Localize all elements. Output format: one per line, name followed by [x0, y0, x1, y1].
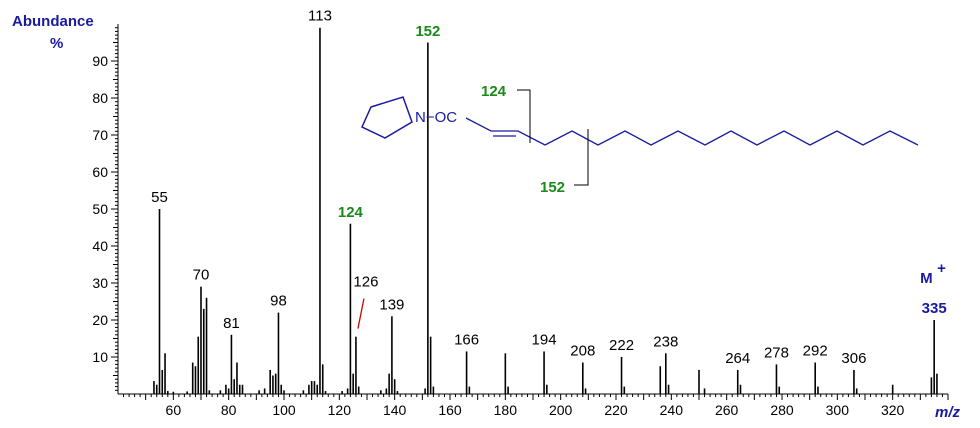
y-tick-label: 70 [92, 127, 108, 143]
amide-group-label: N−OC [415, 109, 457, 126]
y-tick-label: 50 [92, 201, 108, 217]
y-tick-label: 60 [92, 164, 108, 180]
x-axis-title: m/z [935, 404, 961, 421]
peak-label-166: 166 [454, 331, 479, 348]
peak-label-152: 152 [415, 23, 440, 40]
x-tick-label: 300 [826, 402, 850, 418]
x-tick-label: 220 [604, 402, 628, 418]
peak-label-194: 194 [532, 331, 557, 348]
x-tick-label: 260 [715, 402, 739, 418]
peak-label-264: 264 [725, 350, 750, 367]
y-tick-label: 10 [92, 349, 108, 365]
peak-label-222: 222 [609, 337, 634, 354]
y-tick-label: 90 [92, 53, 108, 69]
x-tick-label: 100 [272, 402, 296, 418]
x-tick-label: 120 [328, 402, 352, 418]
y-axis-title-line1: Abundance [12, 13, 94, 30]
cleavage-mark-152 [574, 129, 589, 186]
x-tick-label: 80 [221, 402, 237, 418]
fragment-label-152: 152 [540, 179, 565, 196]
pyrrolidine-ring [361, 96, 413, 139]
peak-label-70: 70 [193, 267, 210, 284]
peak-label-306: 306 [841, 350, 866, 367]
y-tick-label: 80 [92, 90, 108, 106]
x-tick-label: 200 [549, 402, 573, 418]
y-tick-label: 20 [92, 312, 108, 328]
fragment-label-124: 124 [481, 83, 507, 100]
peak-label-126: 126 [353, 274, 378, 291]
peak-label-238: 238 [653, 333, 678, 350]
peak-label-113: 113 [308, 8, 332, 25]
label-leader-126 [357, 298, 365, 329]
axes: 10 20 30 40 50 60 70 80 90 60 80 100 120 140 160 180 200… [92, 24, 949, 418]
peaks [153, 27, 938, 394]
molecular-ion-charge: + [937, 260, 946, 277]
x-tick-label: 180 [494, 402, 518, 418]
molecular-structure: N−OC 124 152 [361, 83, 919, 196]
x-tick-label: 320 [881, 402, 905, 418]
peak-label-278: 278 [764, 344, 789, 361]
x-tick-label: 280 [770, 402, 794, 418]
y-tick-label: 40 [92, 238, 108, 254]
alkyl-chain [465, 117, 919, 146]
peak-label-292: 292 [803, 343, 828, 360]
y-tick-label: 30 [92, 275, 108, 291]
x-tick-label: 60 [166, 402, 182, 418]
cleavage-mark-124 [517, 89, 531, 143]
peak-label-55: 55 [151, 189, 168, 206]
peak-label-124: 124 [338, 204, 364, 221]
peak-label-81: 81 [223, 315, 240, 332]
x-tick-label: 240 [660, 402, 684, 418]
peak-label-208: 208 [570, 343, 595, 360]
peak-label-139: 139 [379, 296, 404, 313]
peak-label-98: 98 [270, 293, 287, 310]
peak-label-335: 335 [922, 300, 947, 317]
y-axis-title-line2: % [50, 35, 63, 52]
x-tick-label: 160 [438, 402, 462, 418]
x-tick-label: 140 [383, 402, 407, 418]
molecular-ion-label: M [920, 270, 933, 287]
